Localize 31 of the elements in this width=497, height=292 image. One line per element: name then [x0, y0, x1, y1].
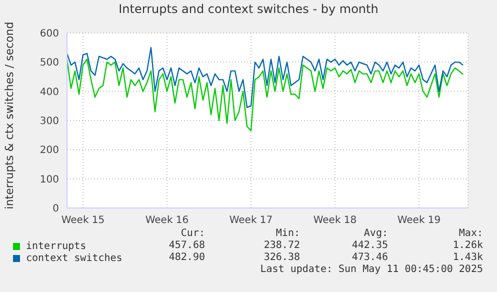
text: Cur:	[180, 228, 205, 239]
chart-title: Interrupts and context switches - by month	[118, 2, 380, 16]
text: 238.72	[264, 240, 300, 251]
line-series	[66, 46, 464, 108]
text: 457.68	[168, 240, 205, 251]
y-tick-label: 300	[40, 116, 59, 128]
y-tick-label: 0	[52, 204, 59, 215]
text: 1.43k	[452, 252, 483, 263]
y-tick-label: 600	[40, 28, 59, 40]
text: 482.90	[168, 252, 205, 263]
x-tick-label: Week 15	[61, 215, 105, 226]
legend-label: context switches	[26, 253, 122, 264]
text: Max:	[458, 228, 483, 239]
y-tick-label: 500	[40, 58, 59, 69]
x-tick-label: Week 18	[313, 215, 357, 226]
text: 326.38	[264, 252, 300, 263]
x-tick-label: Week 17	[229, 215, 273, 226]
x-tick-label: Week 19	[397, 215, 441, 226]
line-series	[66, 58, 464, 132]
x-tick-label: Week 16	[145, 215, 189, 226]
text: 1.26k	[452, 240, 483, 251]
y-tick-label: 100	[40, 174, 59, 186]
text: 473.46	[352, 252, 388, 263]
text: Last update: Sun May 11 00:45:00 2025	[260, 264, 483, 275]
text: 442.35	[352, 240, 388, 251]
legend-label: interrupts	[26, 241, 86, 252]
text: Avg:	[364, 228, 388, 239]
text: Min:	[276, 228, 300, 239]
y-tick-label: 400	[40, 86, 59, 98]
y-axis-title: interrupts & ctx switches / second	[4, 21, 17, 209]
y-tick-label: 200	[40, 145, 59, 156]
